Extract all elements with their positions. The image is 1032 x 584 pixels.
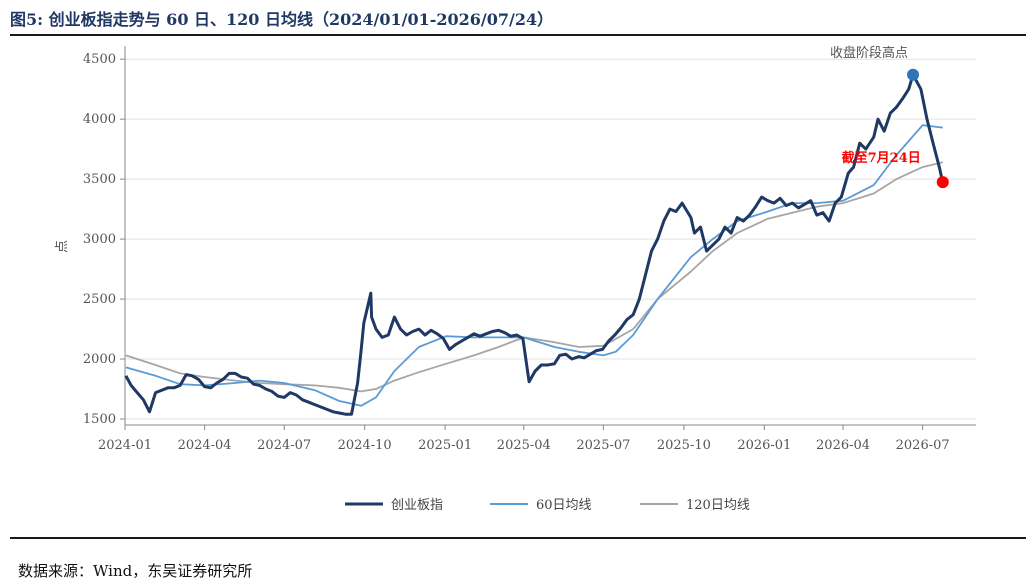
end-marker [936, 176, 949, 189]
x-tick-label: 2025-01 [418, 438, 472, 453]
y-tick-label: 2500 [83, 292, 116, 307]
y-tick-label: 3500 [83, 172, 116, 187]
y-axis-label: 点 [55, 240, 70, 253]
legend-label-3: 120日均线 [686, 498, 750, 513]
x-tick-label: 2025-04 [497, 438, 551, 453]
grid [125, 58, 976, 420]
series-line-3 [125, 161, 944, 393]
legend-label-1: 创业板指 [391, 498, 443, 513]
x-tick-label: 2026-07 [896, 438, 950, 453]
x-tick-label: 2026-01 [737, 438, 791, 453]
end-annotation: 截至7月24日 [842, 150, 921, 166]
series-line-2 [125, 124, 943, 407]
y-tick-label: 2000 [83, 352, 116, 367]
bottom-divider [10, 537, 1026, 539]
y-tick-label: 3000 [83, 232, 116, 247]
chart-title: 图5: 创业板指走势与 60 日、120 日均线（2024/01/01-2026… [10, 10, 554, 29]
data-source-note: 数据来源：Wind，东吴证券研究所 [18, 562, 253, 580]
y-tick-label: 4000 [83, 112, 116, 127]
axes: 1500 2000 2500 3000 3500 4000 4500 2024-01 2024-… [55, 46, 976, 453]
x-tick-label: 2025-10 [657, 438, 711, 453]
y-tick-label: 4500 [83, 52, 116, 67]
series-lines [124, 73, 945, 416]
top-divider [10, 34, 1026, 36]
series-line-1 [124, 73, 945, 416]
x-tick-label: 2026-04 [816, 438, 870, 453]
y-tick-label: 1500 [83, 412, 116, 427]
peak-marker [907, 68, 920, 81]
x-tick-label: 2024-10 [338, 438, 392, 453]
peak-annotation: 收盘阶段高点 [830, 45, 908, 61]
x-tick-label: 2024-07 [257, 438, 311, 453]
x-tick-label: 2024-01 [98, 438, 152, 453]
line-chart: 1500 2000 2500 3000 3500 4000 4500 2024-01 2024-… [55, 45, 976, 513]
legend: 创业板指 60日均线 120日均线 [345, 498, 750, 513]
x-tick-label: 2024-04 [178, 438, 232, 453]
legend-label-2: 60日均线 [536, 498, 592, 513]
x-tick-label: 2025-07 [576, 438, 630, 453]
